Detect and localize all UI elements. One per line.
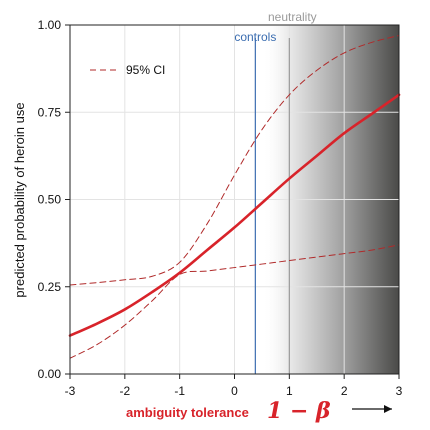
y-axis-label: predicted probability of heroin use <box>12 102 27 297</box>
x-axis-formula: 1 − β <box>267 398 331 424</box>
y-tick-label: 0.25 <box>38 280 62 294</box>
ref-label-controls: controls <box>234 30 276 44</box>
x-axis-title: ambiguity tolerance 1 − β <box>126 398 392 424</box>
x-tick-label: 1 <box>286 384 293 398</box>
x-tick-label: -2 <box>119 384 130 398</box>
y-tick-label: 1.00 <box>38 18 62 32</box>
x-axis-arrowhead <box>384 405 392 413</box>
series <box>68 34 401 359</box>
x-axis-label: ambiguity tolerance <box>126 405 249 420</box>
series-line-ci-lower <box>69 244 400 359</box>
reference-lines: controls neutrality <box>234 10 317 374</box>
y-tick-label: 0.75 <box>38 105 62 119</box>
x-tick-label: -1 <box>174 384 185 398</box>
y-tick-label: 0.00 <box>38 367 62 381</box>
legend: 95% CI <box>90 63 165 77</box>
axes: -3 -2 -1 0 1 2 3 0.00 0.25 0.50 0.75 1.00 <box>38 18 403 398</box>
x-tick-label: 0 <box>231 384 238 398</box>
series-line-ci-upper <box>69 34 400 286</box>
ref-label-neutrality: neutrality <box>268 10 317 24</box>
x-tick-label: -3 <box>65 384 76 398</box>
x-tick-label: 2 <box>341 384 348 398</box>
y-tick-label: 0.50 <box>38 193 62 207</box>
series-line-prediction <box>68 93 401 337</box>
legend-label: 95% CI <box>126 63 165 77</box>
x-tick-label: 3 <box>396 384 403 398</box>
